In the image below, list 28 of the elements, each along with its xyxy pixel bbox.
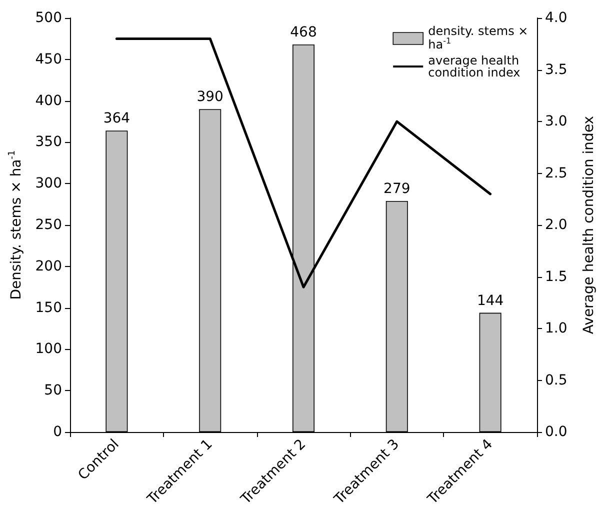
y-tick-label: 0 — [53, 424, 62, 440]
y2-tick-label: 3.0 — [545, 114, 568, 130]
y2-axis-title: Average health condition index — [581, 116, 597, 334]
y2-tick-label: 3.5 — [545, 62, 568, 78]
data-label: 390 — [196, 89, 224, 106]
data-label: 279 — [384, 180, 410, 197]
y2-tick-label: 0.5 — [545, 372, 568, 388]
y-tick-label: 150 — [35, 300, 62, 316]
legend-label: average health condition index — [428, 54, 523, 80]
y-tick-label: 100 — [35, 341, 62, 358]
y2-tick-label: 2.0 — [545, 217, 568, 233]
y-tick-label: 350 — [35, 134, 62, 150]
y-tick-label: 200 — [35, 258, 62, 274]
y-tick-label: 450 — [35, 51, 62, 68]
data-label: 468 — [290, 24, 317, 40]
y-tick-label: 400 — [35, 92, 62, 109]
y2-tick-label: 4.0 — [545, 10, 568, 26]
y-tick-label: 500 — [35, 10, 62, 26]
data-label: 364 — [103, 110, 130, 127]
y-tick-label: 300 — [35, 176, 62, 192]
y-tick-label: 50 — [44, 382, 62, 399]
y2-tick-label: 1.0 — [545, 320, 568, 336]
y2-tick-label: 0.0 — [545, 424, 568, 440]
y-tick-label: 250 — [35, 217, 62, 233]
y2-tick-label: 2.5 — [545, 165, 568, 182]
y-axis-title: Density. stems × ha-1 — [8, 150, 24, 300]
y2-tick-label: 1.5 — [545, 268, 568, 285]
data-label: 144 — [476, 292, 504, 309]
